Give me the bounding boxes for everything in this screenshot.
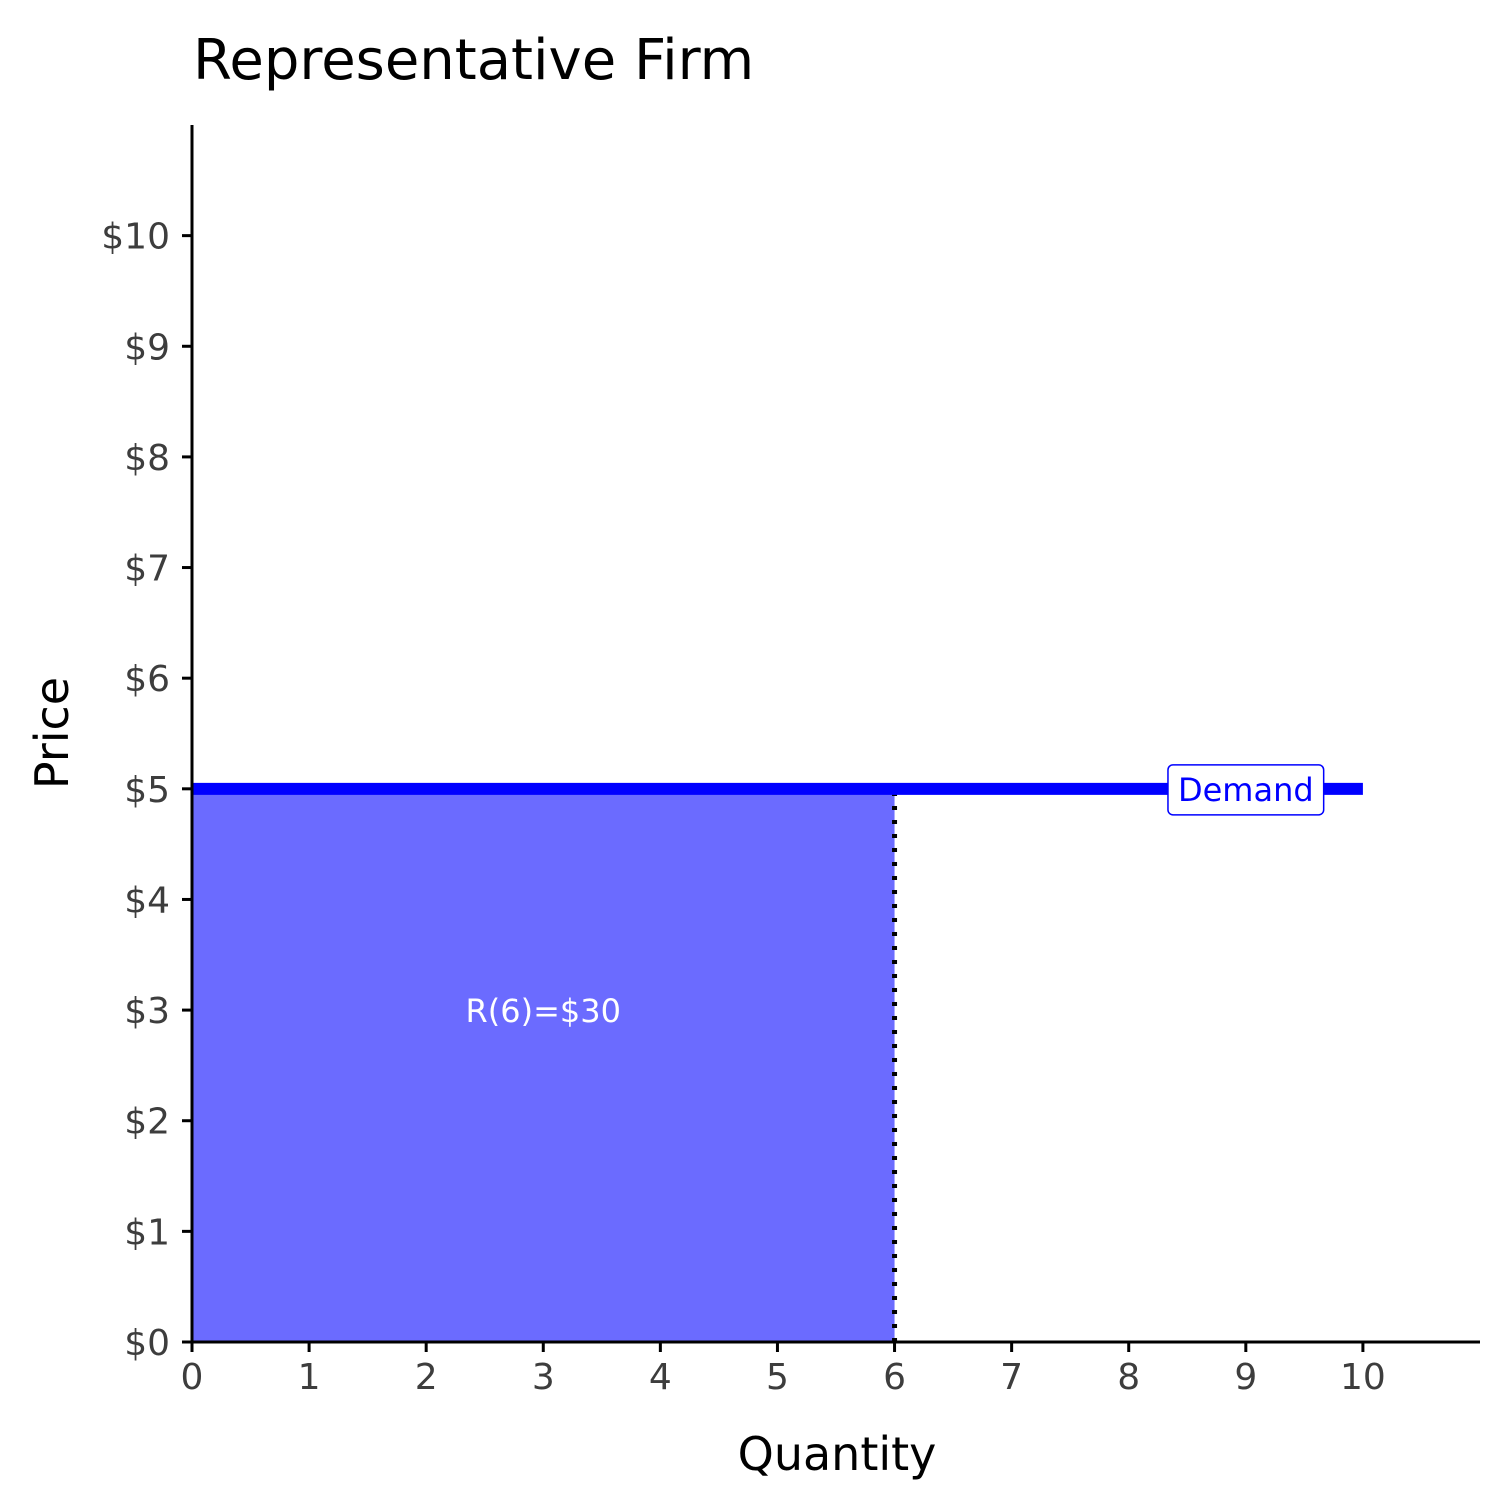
x-tick-label: 3 <box>532 1357 555 1398</box>
demand-label-box <box>1167 764 1325 816</box>
x-tick-label: 9 <box>1234 1357 1257 1398</box>
chart-title: Representative Firm <box>193 28 754 93</box>
revenue-area <box>192 788 895 1342</box>
demand-label: Demand <box>1167 764 1325 816</box>
x-tick-label: 6 <box>883 1357 906 1398</box>
x-tick-label: 5 <box>766 1357 789 1398</box>
y-tick-label: $4 <box>124 880 170 921</box>
x-tick-label: 1 <box>298 1357 321 1398</box>
y-tick-label: $7 <box>124 549 170 590</box>
y-tick-label: $2 <box>124 1102 170 1143</box>
y-tick-label: $0 <box>124 1323 170 1364</box>
label-layer: R(6)=$30 Demand <box>466 764 1325 1030</box>
x-tick-label: 10 <box>1340 1357 1386 1398</box>
demand-label-text: Demand <box>1178 771 1314 809</box>
y-tick-label: $8 <box>124 438 170 479</box>
shaded-layer <box>192 788 895 1342</box>
x-tick-label: 7 <box>1000 1357 1023 1398</box>
y-tick-label: $9 <box>124 327 170 368</box>
y-tick-label: $1 <box>124 1212 170 1253</box>
x-axis-title: Quantity <box>738 1427 937 1481</box>
y-tick-label: $6 <box>124 659 170 700</box>
axis-layer: 0 1 2 3 4 5 6 7 8 9 10 $0 $1 $2 $3 $4 $5 $6 $7 $8 $9 $10 <box>101 125 1480 1398</box>
y-axis-title: Price <box>25 677 79 789</box>
x-tick-label: 4 <box>649 1357 672 1398</box>
x-tick-label: 2 <box>415 1357 438 1398</box>
y-tick-label: $5 <box>124 770 170 811</box>
y-tick-label: $3 <box>124 991 170 1032</box>
y-tick-label: $10 <box>101 217 170 258</box>
revenue-label: R(6)=$30 <box>466 992 621 1030</box>
x-tick-label: 8 <box>1117 1357 1140 1398</box>
x-tick-label: 0 <box>181 1357 204 1398</box>
plot-area: 0 1 2 3 4 5 6 7 8 9 10 $0 $1 $2 $3 $4 $5 $6 $7 $8 $9 $10 R(6)… <box>101 125 1480 1398</box>
